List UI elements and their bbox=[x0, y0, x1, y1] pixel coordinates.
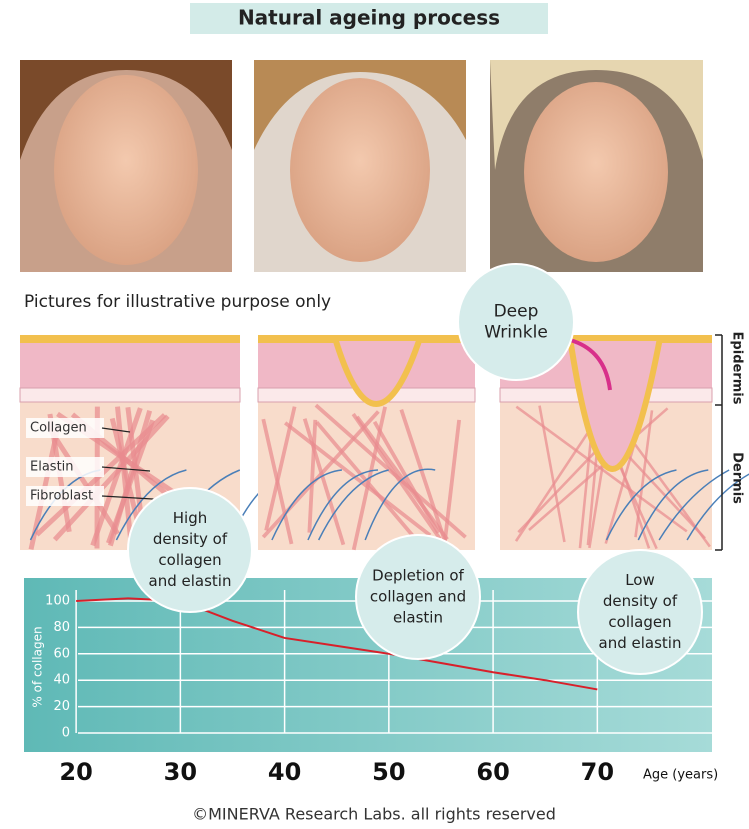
face bbox=[54, 75, 198, 265]
collagen-fiber bbox=[315, 420, 426, 551]
wrinkle bbox=[566, 335, 664, 472]
x-tick-label: 20 bbox=[59, 758, 92, 786]
pointer bbox=[101, 466, 151, 472]
collagen-fiber bbox=[109, 417, 144, 537]
basal-layer bbox=[19, 387, 241, 403]
collagen-fiber bbox=[264, 406, 297, 531]
elastin bbox=[364, 468, 436, 541]
collagen-fiber bbox=[399, 408, 449, 548]
bubble-text: and elastin bbox=[149, 572, 232, 590]
x-axis-label: Age (years) bbox=[643, 768, 718, 783]
elastin bbox=[317, 469, 389, 541]
collagen-fiber bbox=[302, 418, 346, 546]
collagen-fiber bbox=[283, 421, 432, 537]
diagram-label: Fibroblast bbox=[30, 489, 93, 504]
label-box bbox=[26, 486, 104, 506]
bubble-text: collagen bbox=[608, 613, 671, 631]
y-tick-label: 40 bbox=[53, 673, 70, 688]
collagen-fiber bbox=[372, 420, 440, 534]
title-banner bbox=[190, 3, 548, 34]
collagen-fiber bbox=[314, 403, 467, 539]
y-axis-label: % of collagen bbox=[31, 626, 45, 707]
bubble bbox=[127, 487, 253, 613]
bubble-text: Deep bbox=[494, 302, 539, 322]
y-tick-label: 20 bbox=[53, 699, 70, 714]
x-tick-label: 30 bbox=[164, 758, 197, 786]
face bbox=[524, 82, 668, 262]
copyright: ©MINERVA Research Labs. all rights reser… bbox=[192, 805, 556, 824]
bubble-text: Depletion of bbox=[372, 567, 464, 585]
bubble-text: elastin bbox=[393, 609, 443, 627]
bubble-text: Wrinkle bbox=[484, 323, 548, 343]
elastin bbox=[115, 469, 187, 541]
bubble-text: collagen and bbox=[370, 588, 466, 606]
y-tick-label: 60 bbox=[53, 646, 70, 661]
x-tick-label: 60 bbox=[476, 758, 509, 786]
x-tick-label: 70 bbox=[581, 758, 614, 786]
bubble bbox=[577, 549, 703, 675]
bubble bbox=[457, 263, 575, 381]
layer-label: Epidermis bbox=[730, 332, 745, 405]
title: Natural ageing process bbox=[238, 6, 500, 30]
face bbox=[290, 78, 430, 262]
x-tick-label: 50 bbox=[372, 758, 405, 786]
hair bbox=[490, 60, 703, 170]
x-tick-label: 40 bbox=[268, 758, 301, 786]
pointer bbox=[101, 427, 131, 433]
collagen-fiber bbox=[528, 407, 669, 531]
hair bbox=[254, 60, 466, 150]
collagen-fiber bbox=[44, 422, 120, 536]
bubble-text: High bbox=[173, 509, 207, 527]
label-box bbox=[26, 418, 104, 438]
elastin bbox=[307, 469, 379, 541]
elastin bbox=[605, 469, 677, 541]
bubble-text: and elastin bbox=[599, 634, 682, 652]
collagen-fiber bbox=[90, 407, 143, 547]
epidermis bbox=[20, 335, 240, 343]
diagram-label: Elastin bbox=[30, 460, 74, 475]
elastin bbox=[658, 469, 730, 541]
y-tick-label: 0 bbox=[62, 726, 70, 741]
note: Pictures for illustrative purpose only bbox=[24, 292, 331, 312]
hair bbox=[20, 60, 232, 160]
collagen-fiber bbox=[307, 419, 318, 533]
elastin bbox=[637, 469, 709, 541]
diagram-label: Collagen bbox=[30, 421, 87, 436]
layer-label: Dermis bbox=[730, 452, 745, 504]
bubble-text: density of bbox=[603, 592, 678, 610]
elastin bbox=[271, 469, 342, 541]
bubble bbox=[355, 534, 481, 660]
collagen-fiber bbox=[538, 405, 566, 543]
y-tick-label: 100 bbox=[45, 594, 70, 609]
photos bbox=[20, 60, 703, 272]
y-tick-label: 80 bbox=[53, 620, 70, 635]
arrow bbox=[569, 338, 612, 391]
epidermis bbox=[20, 343, 240, 388]
skin-diagram: Collagen Elastin Fibroblast bbox=[19, 335, 749, 551]
bubble-text: Low bbox=[625, 571, 655, 589]
bubble-text: density of bbox=[153, 530, 228, 548]
bubble-text: collagen bbox=[158, 551, 221, 569]
collagen-fiber bbox=[106, 419, 156, 544]
collagen-fiber bbox=[514, 423, 595, 542]
label-box bbox=[26, 457, 104, 477]
wrinkle bbox=[330, 335, 425, 407]
